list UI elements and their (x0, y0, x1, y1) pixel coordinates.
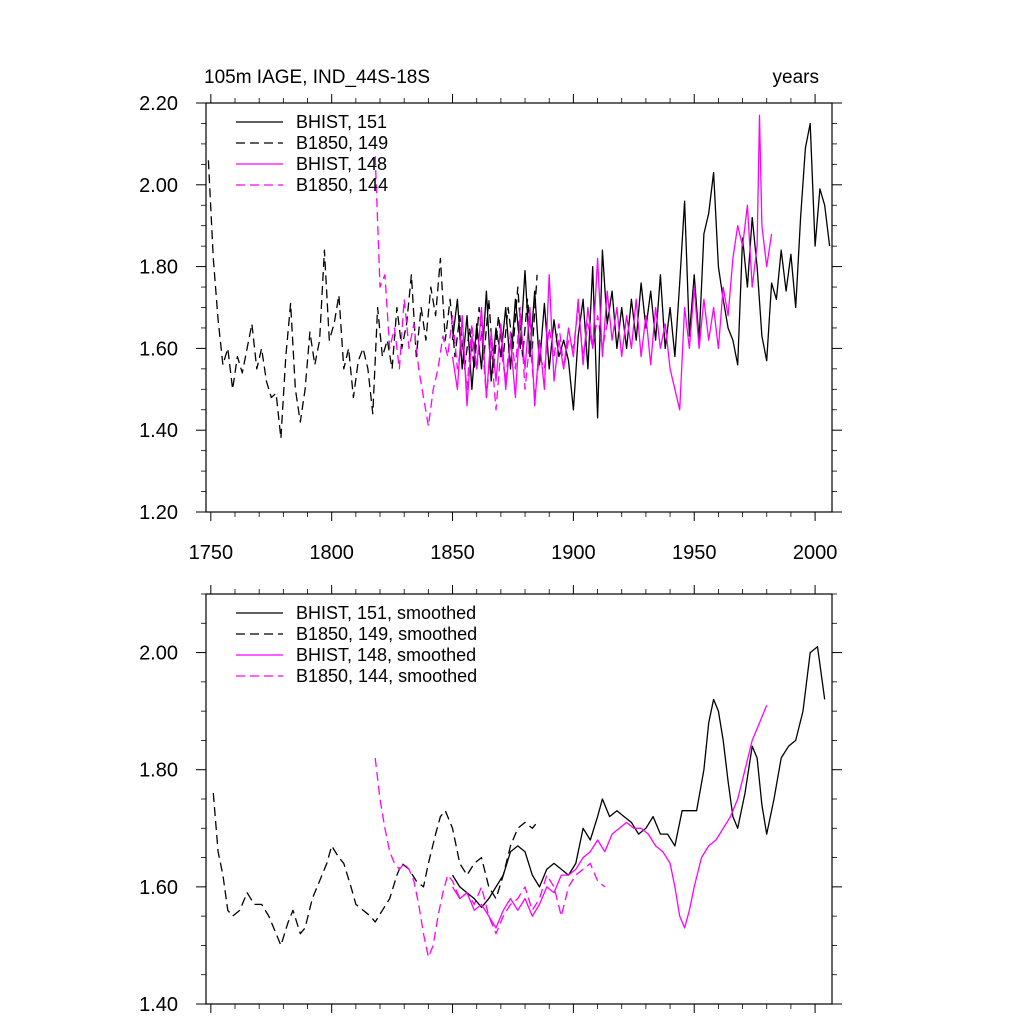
top-y-tick-label: 1.60 (139, 338, 178, 360)
top-series-b1850-144 (374, 156, 608, 427)
bottom-y-tick-label: 1.80 (139, 760, 178, 782)
top-legend-label: BHIST, 151 (296, 112, 387, 132)
top-y-tick-label: 1.20 (139, 502, 178, 524)
top-series-bhist-151 (451, 122, 831, 419)
top-title-left: 105m IAGE, IND_44S-18S (204, 67, 430, 88)
top-x-tick-label: 2000 (793, 542, 838, 564)
top-x-tick-label: 1750 (189, 542, 234, 564)
top-x-tick-label: 1850 (430, 542, 475, 564)
bottom-y-tick-label: 1.60 (139, 877, 178, 899)
bottom-series-b1850-149-smoothed (212, 793, 538, 947)
bottom-legend-label: BHIST, 148, smoothed (296, 645, 476, 665)
top-series-b1850-149 (207, 160, 538, 440)
bottom-series-b1850-144-smoothed (374, 757, 606, 958)
top-series-bhist-148 (451, 114, 773, 411)
top-y-tick-label: 1.80 (139, 257, 178, 279)
top-title-right: years (773, 67, 819, 88)
bottom-series-bhist-148-smoothed (451, 705, 768, 929)
bottom-y-tick-label: 2.00 (139, 643, 178, 665)
top-legend-label: B1850, 144 (296, 175, 388, 195)
bottom-legend-label: BHIST, 151, smoothed (296, 603, 476, 623)
top-y-tick-label: 1.40 (139, 420, 178, 442)
top-legend-label: B1850, 149 (296, 133, 388, 153)
bottom-y-tick-label: 1.40 (139, 994, 178, 1016)
top-legend-label: BHIST, 148 (296, 154, 387, 174)
top-panel: 105m IAGE, IND_44S-18S years 1750 1800 185… (139, 67, 842, 564)
top-x-tick-label: 1800 (309, 542, 354, 564)
top-x-tick-label: 1950 (672, 542, 717, 564)
top-y-tick-label: 2.00 (139, 175, 178, 197)
bottom-legend-label: B1850, 144, smoothed (296, 666, 477, 686)
top-y-tick-label: 2.20 (139, 93, 178, 115)
bottom-legend-label: B1850, 149, smoothed (296, 624, 477, 644)
top-x-tick-label: 1900 (551, 542, 596, 564)
bottom-series-bhist-151-smoothed (451, 646, 826, 909)
